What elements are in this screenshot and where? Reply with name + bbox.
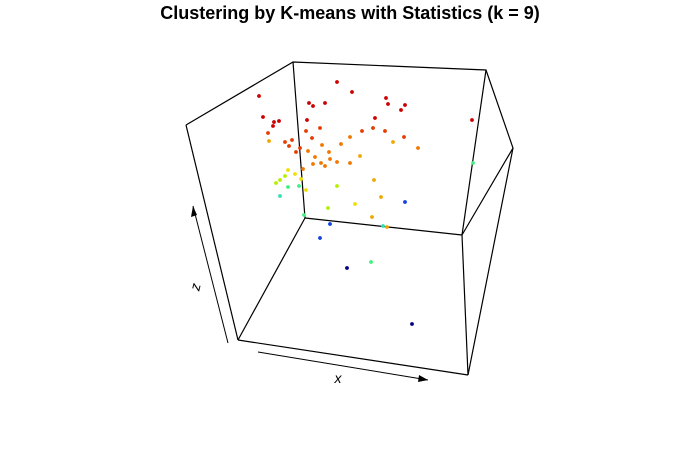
data-point <box>297 184 301 188</box>
data-point <box>373 116 377 120</box>
data-point <box>345 266 349 270</box>
data-point <box>301 167 305 171</box>
data-point <box>335 80 339 84</box>
data-point <box>293 172 297 176</box>
data-point <box>323 164 327 168</box>
data-point <box>379 195 383 199</box>
data-point <box>257 94 261 98</box>
box-back-vertical-right <box>461 69 487 236</box>
data-point <box>403 200 407 204</box>
data-point <box>326 206 330 210</box>
data-point <box>318 236 322 240</box>
data-point <box>304 129 308 133</box>
data-point <box>360 129 364 133</box>
data-point <box>290 138 294 142</box>
data-point <box>391 140 395 144</box>
data-points <box>257 80 475 326</box>
data-point <box>318 126 322 130</box>
x-axis-arrow <box>257 351 429 381</box>
data-point <box>310 136 314 140</box>
x-axis: x <box>257 351 429 386</box>
data-point <box>384 96 388 100</box>
data-point <box>470 118 474 122</box>
data-point <box>283 174 287 178</box>
data-point <box>306 149 310 153</box>
data-point <box>294 150 298 154</box>
data-point <box>272 120 276 124</box>
data-point <box>261 115 265 119</box>
data-point <box>327 150 331 154</box>
data-point <box>274 181 278 185</box>
data-point <box>328 222 332 226</box>
data-point <box>370 215 374 219</box>
data-point <box>335 184 339 188</box>
data-point <box>298 146 302 150</box>
data-point <box>402 135 406 139</box>
data-point <box>311 104 315 108</box>
data-point <box>283 140 287 144</box>
box-back-vertical-left <box>292 61 306 219</box>
data-point <box>339 142 343 146</box>
data-point <box>287 144 291 148</box>
box-front-right-lower <box>467 147 514 376</box>
data-point <box>348 161 352 165</box>
data-point <box>278 194 282 198</box>
x-axis-label: x <box>334 370 343 386</box>
data-point <box>381 224 385 228</box>
chart-title: Clustering by K-means with Statistics (k… <box>160 3 540 23</box>
data-point <box>266 131 270 135</box>
data-point <box>313 155 317 159</box>
data-point <box>278 178 282 182</box>
data-point <box>410 322 414 326</box>
data-point <box>372 178 376 182</box>
z-axis: z <box>186 205 229 344</box>
box-front-bottom <box>237 339 469 376</box>
x-axis-arrowhead <box>418 375 428 382</box>
data-point <box>369 260 373 264</box>
data-point <box>286 185 290 189</box>
data-point <box>305 118 309 122</box>
data-point <box>302 213 306 217</box>
data-point <box>386 102 390 106</box>
data-point <box>307 101 311 105</box>
box-front-right <box>461 234 469 376</box>
data-point <box>371 126 375 130</box>
data-point <box>399 108 403 112</box>
z-axis-arrow <box>192 205 229 344</box>
data-point <box>385 225 389 229</box>
data-point <box>358 154 362 158</box>
data-point <box>286 168 290 172</box>
data-point <box>320 143 324 147</box>
data-point <box>319 161 323 165</box>
data-point <box>348 135 352 139</box>
data-point <box>353 202 357 206</box>
data-point <box>471 161 475 165</box>
box-front-left <box>185 124 239 341</box>
data-point <box>311 162 315 166</box>
z-axis-label: z <box>186 281 203 293</box>
data-point <box>350 90 354 94</box>
data-point <box>383 129 387 133</box>
box-floor-left <box>237 217 306 341</box>
data-point <box>335 160 339 164</box>
box-frame <box>185 61 514 376</box>
data-point <box>267 139 271 143</box>
data-point <box>271 124 275 128</box>
data-point <box>323 101 327 105</box>
data-point <box>328 157 332 161</box>
data-point <box>277 119 281 123</box>
data-point <box>416 146 420 150</box>
z-axis-arrowhead <box>191 206 197 217</box>
data-point <box>299 177 303 181</box>
data-point <box>304 188 308 192</box>
data-point <box>403 103 407 107</box>
box-back-frame <box>185 61 514 236</box>
